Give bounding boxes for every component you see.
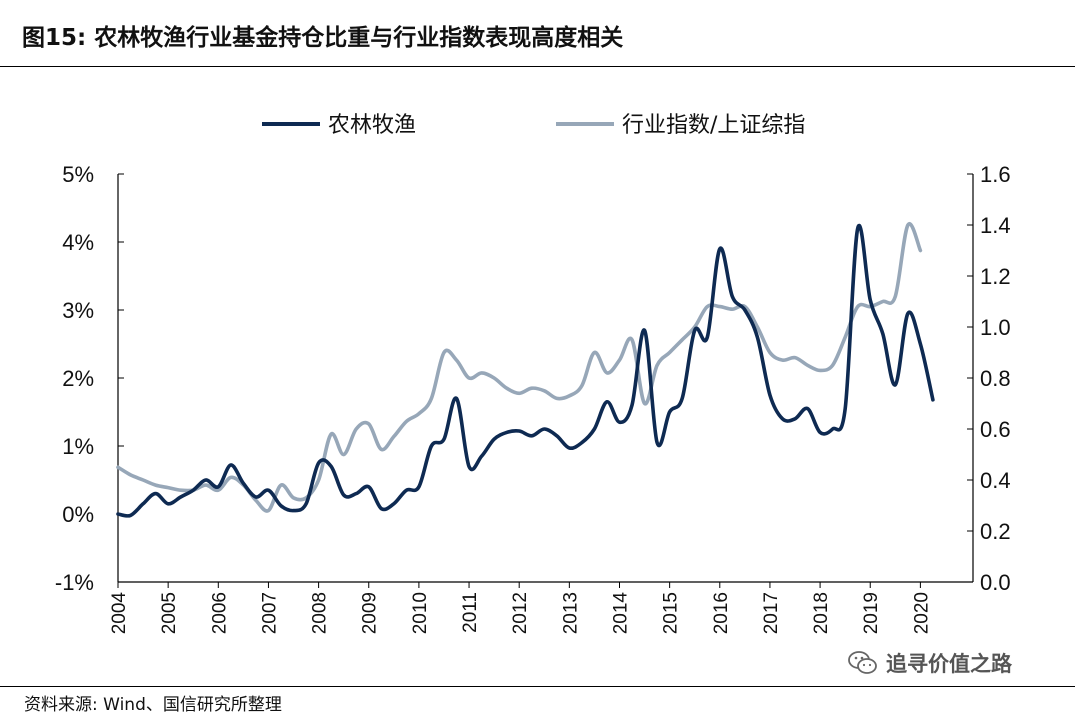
figure-header: 图15: 农林牧渔行业基金持仓比重与行业指数表现高度相关 [22,18,623,58]
x-tick-label: 2010 [410,592,431,634]
x-tick-label: 2016 [711,592,732,634]
series-line-nonglinmuyu [116,223,935,518]
y-right-tick-label: 0.8 [980,366,1011,391]
x-tick-label: 2006 [209,592,230,634]
x-tick-label: 2009 [360,592,381,634]
y-left-tick-label: 5% [62,162,94,187]
chart-legend: 农林牧渔 行业指数/上证综指 [262,113,805,138]
x-tick-label: 2011 [460,592,481,633]
chart: -1% 0% 1% 2% 3% 4% 5% 0.0 0.2 0.4 0.6 0.8 1.0 1.2 1.4 1… [55,113,1011,634]
y-right-tick-label: 1.4 [980,213,1011,238]
y-right-tick-label: 1.0 [980,315,1011,340]
source-note: 资料来源: Wind、国信研究所整理 [24,695,282,715]
y-left-tick-label: -1% [55,570,94,595]
x-tick-label: 2019 [861,592,882,634]
x-tick-label: 2018 [811,592,832,634]
legend-item-industry-index-ratio-label: 行业指数/上证综指 [622,113,805,138]
y-right-tick-label: 1.2 [980,264,1011,289]
x-tick-label: 2004 [109,592,130,635]
y-left-tick-label: 4% [62,230,94,255]
y-right-tick-label: 0.0 [980,570,1011,595]
watermark-text: 追寻价值之路 [886,652,1012,676]
y-left-tick-label: 1% [62,434,94,459]
top-rule [0,66,1075,67]
wechat-icon [848,651,877,674]
x-tick-label: 2013 [560,592,581,634]
y-right-tick-label: 0.6 [980,417,1011,442]
x-tick-label: 2008 [310,592,331,634]
x-tick-label: 2005 [159,592,180,634]
chart-axes: -1% 0% 1% 2% 3% 4% 5% 0.0 0.2 0.4 0.6 0.8 1.0 1.2 1.4 1… [55,162,1011,634]
y-right-tick-label: 1.6 [980,162,1011,187]
x-tick-label: 2007 [259,592,280,634]
y-right-tick-label: 0.4 [980,468,1011,493]
x-tick-label: 2020 [911,592,932,634]
figure-title: 图15: 农林牧渔行业基金持仓比重与行业指数表现高度相关 [22,25,624,51]
y-right-tick-label: 0.2 [980,519,1011,544]
y-left-tick-label: 2% [62,366,94,391]
x-tick-label: 2012 [510,592,531,634]
y-left-tick-label: 3% [62,298,94,323]
chart-lines [116,221,935,518]
legend-item-nonglinmuyu-label: 农林牧渔 [328,113,416,138]
series-line-industry-index-ratio [116,221,923,513]
x-tick-label: 2015 [661,592,682,634]
watermark: 追寻价值之路 [848,648,1012,678]
bottom-rule [0,686,1075,687]
x-tick-label: 2017 [761,592,782,634]
y-left-tick-label: 0% [62,502,94,527]
x-tick-label: 2014 [610,592,631,635]
